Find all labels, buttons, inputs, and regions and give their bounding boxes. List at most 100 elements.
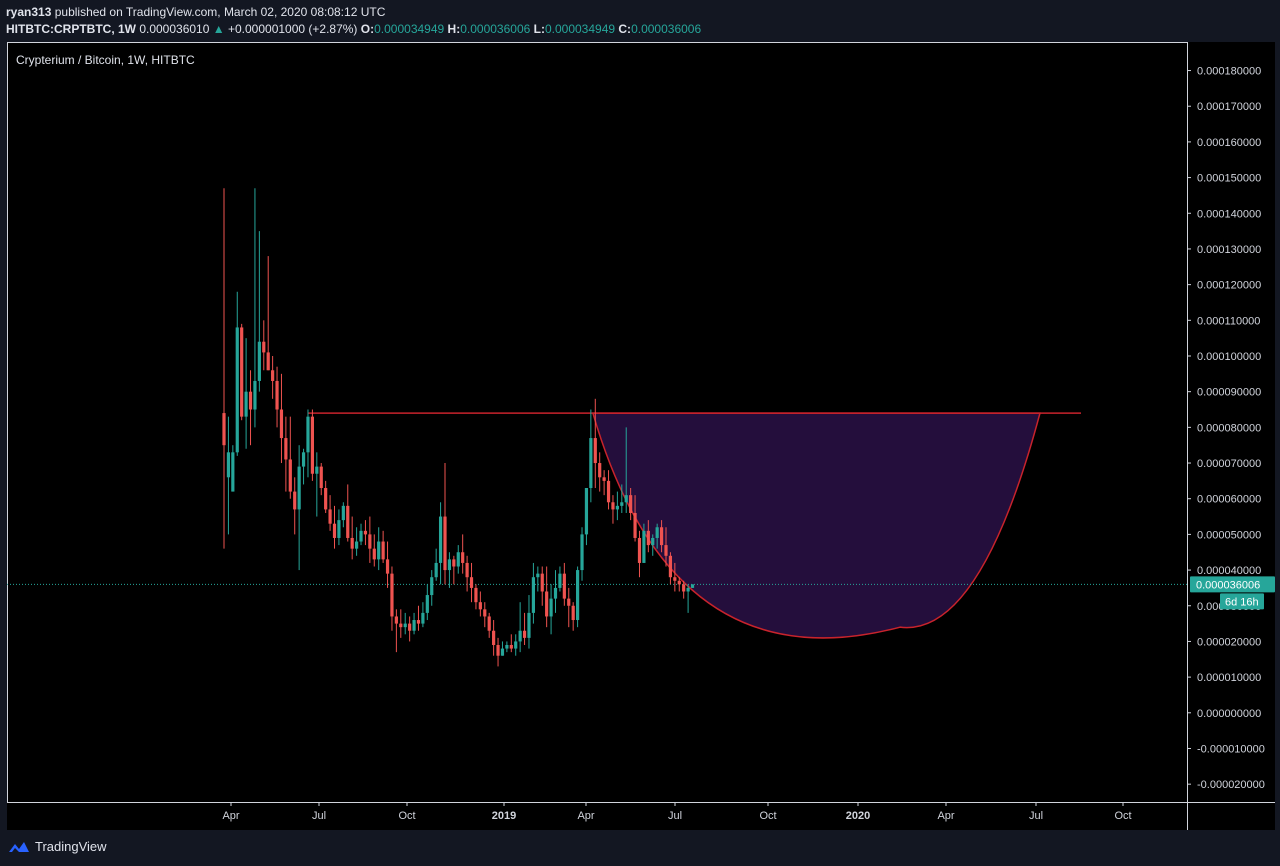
candle-body[interactable] bbox=[421, 612, 425, 624]
candle-body[interactable] bbox=[447, 559, 452, 571]
candle-body[interactable] bbox=[465, 562, 469, 578]
candle-body[interactable] bbox=[262, 341, 266, 353]
candle-body[interactable] bbox=[522, 630, 527, 638]
candle-body[interactable] bbox=[637, 537, 642, 563]
candle-body[interactable] bbox=[271, 370, 275, 381]
candle-body[interactable] bbox=[377, 541, 381, 560]
candle-body[interactable] bbox=[257, 341, 261, 381]
candle-body[interactable] bbox=[425, 595, 429, 613]
candle-body[interactable] bbox=[509, 645, 513, 649]
candle-body[interactable] bbox=[226, 452, 231, 478]
candle-body[interactable] bbox=[403, 623, 407, 628]
candle-body[interactable] bbox=[580, 534, 584, 571]
candle-body[interactable] bbox=[461, 552, 465, 563]
candle-body[interactable] bbox=[584, 488, 589, 535]
candle-body[interactable] bbox=[359, 530, 363, 542]
candle-body[interactable] bbox=[248, 391, 253, 410]
candle-body[interactable] bbox=[381, 541, 385, 560]
candle-body[interactable] bbox=[222, 413, 226, 446]
candle-body[interactable] bbox=[598, 463, 602, 478]
candle-body[interactable] bbox=[606, 480, 611, 503]
candle-body[interactable] bbox=[306, 416, 310, 453]
candle-body[interactable] bbox=[642, 530, 646, 563]
candle-body[interactable] bbox=[469, 577, 474, 588]
candle-body[interactable] bbox=[690, 584, 695, 588]
candle-body[interactable] bbox=[341, 505, 345, 521]
candle-body[interactable] bbox=[549, 598, 553, 617]
candle-body[interactable] bbox=[589, 438, 593, 489]
candle-body[interactable] bbox=[558, 573, 562, 588]
candle-body[interactable] bbox=[536, 573, 540, 578]
candle-body[interactable] bbox=[562, 573, 566, 599]
candle-body[interactable] bbox=[430, 577, 434, 596]
candle-body[interactable] bbox=[266, 352, 270, 371]
candle-body[interactable] bbox=[673, 577, 677, 581]
candle-body[interactable] bbox=[682, 584, 686, 592]
candle-body[interactable] bbox=[633, 512, 637, 538]
candle-body[interactable] bbox=[553, 587, 558, 599]
candle-body[interactable] bbox=[487, 616, 491, 631]
candle-body[interactable] bbox=[500, 648, 505, 656]
tradingview-footer[interactable]: TradingView bbox=[8, 839, 107, 854]
candle-body[interactable] bbox=[456, 552, 460, 567]
candle-body[interactable] bbox=[412, 620, 416, 631]
candle-body[interactable] bbox=[301, 452, 306, 467]
candle-body[interactable] bbox=[531, 577, 535, 613]
candle-body[interactable] bbox=[593, 438, 597, 464]
candle-body[interactable] bbox=[646, 530, 650, 546]
candle-body[interactable] bbox=[346, 505, 350, 538]
candle-body[interactable] bbox=[394, 616, 398, 624]
candle-body[interactable] bbox=[288, 459, 292, 492]
candle-body[interactable] bbox=[324, 488, 328, 510]
candle-body[interactable] bbox=[275, 380, 279, 410]
candle-body[interactable] bbox=[438, 516, 443, 563]
candle-body[interactable] bbox=[231, 452, 235, 492]
candle-body[interactable] bbox=[527, 612, 531, 638]
candle-body[interactable] bbox=[505, 645, 509, 649]
candle-body[interactable] bbox=[297, 466, 301, 510]
candle-body[interactable] bbox=[293, 491, 297, 510]
candle-body[interactable] bbox=[514, 641, 518, 649]
candle-body[interactable] bbox=[576, 570, 580, 621]
candle-body[interactable] bbox=[332, 523, 337, 538]
candle-body[interactable] bbox=[664, 545, 668, 556]
candle-body[interactable] bbox=[496, 645, 500, 656]
candle-body[interactable] bbox=[629, 495, 633, 513]
candle-body[interactable] bbox=[567, 598, 571, 606]
candle-body[interactable] bbox=[624, 495, 628, 503]
candle-body[interactable] bbox=[240, 327, 244, 417]
candle-body[interactable] bbox=[452, 559, 456, 567]
candle-body[interactable] bbox=[310, 416, 314, 474]
candle-body[interactable] bbox=[337, 520, 341, 538]
candle-body[interactable] bbox=[545, 591, 549, 617]
candle-body[interactable] bbox=[235, 327, 239, 453]
candle-body[interactable] bbox=[518, 630, 522, 642]
candle-body[interactable] bbox=[253, 380, 257, 410]
candle-body[interactable] bbox=[244, 391, 248, 417]
candle-body[interactable] bbox=[620, 502, 624, 506]
candle-body[interactable] bbox=[372, 548, 376, 560]
candle-body[interactable] bbox=[615, 505, 619, 510]
candle-body[interactable] bbox=[443, 516, 447, 571]
candle-body[interactable] bbox=[602, 477, 606, 481]
candlestick-chart[interactable]: 0.000180000 0.000170000 0.000160000 0.00015… bbox=[7, 42, 1275, 830]
candle-body[interactable] bbox=[677, 580, 681, 585]
candle-body[interactable] bbox=[350, 537, 354, 549]
candle-body[interactable] bbox=[328, 509, 332, 524]
candle-body[interactable] bbox=[279, 409, 284, 439]
candle-body[interactable] bbox=[492, 630, 496, 646]
candle-body[interactable] bbox=[416, 620, 421, 624]
candle-body[interactable] bbox=[571, 605, 575, 621]
candle-body[interactable] bbox=[385, 559, 390, 574]
candle-body[interactable] bbox=[651, 537, 655, 546]
candle-body[interactable] bbox=[483, 609, 487, 617]
candle-body[interactable] bbox=[368, 534, 372, 549]
candle-body[interactable] bbox=[355, 541, 359, 549]
candle-body[interactable] bbox=[363, 530, 368, 535]
candle-body[interactable] bbox=[478, 602, 482, 610]
candle-body[interactable] bbox=[655, 527, 659, 538]
candle-body[interactable] bbox=[611, 502, 615, 510]
candle-body[interactable] bbox=[686, 587, 690, 592]
candle-body[interactable] bbox=[399, 623, 403, 628]
publisher-name[interactable]: ryan313 bbox=[6, 5, 52, 19]
